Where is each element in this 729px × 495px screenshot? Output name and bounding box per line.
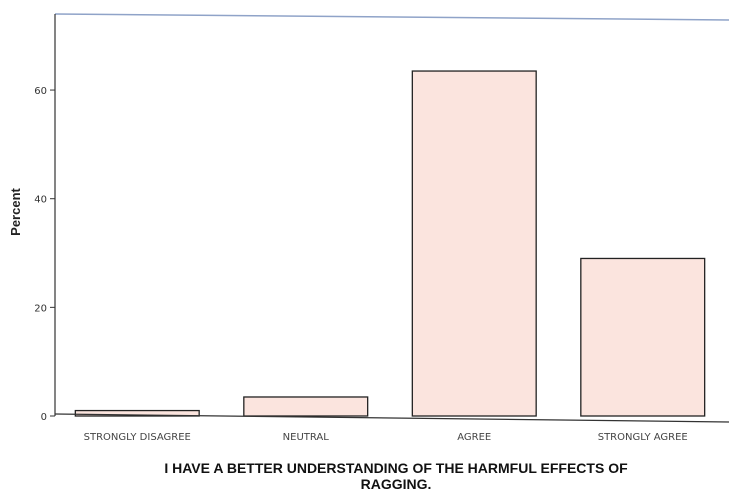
x-axis-label-line-2: RAGGING. (361, 476, 432, 492)
y-tick-label: 20 (34, 303, 47, 314)
x-axis-label-line-1: I HAVE A BETTER UNDERSTANDING OF THE HAR… (164, 460, 628, 476)
x-tick-label: NEUTRAL (283, 432, 330, 443)
y-tick-label: 0 (41, 412, 47, 423)
bar-strongly-agree (580, 257, 706, 417)
bar-strongly-disagree (74, 409, 200, 417)
x-tick-label: AGREE (457, 432, 491, 443)
plot-top-border (54, 13, 729, 21)
x-axis-line (54, 413, 729, 423)
x-tick-label: STRONGLY DISAGREE (84, 432, 191, 443)
bar-agree (411, 70, 537, 417)
bars-layer (74, 70, 706, 417)
bar-neutral (243, 396, 369, 417)
axes-layer: 0 20 40 60 STRONGLY DISAGREE NEUTRAL AGREE STRO… (34, 13, 729, 443)
x-tick-label: STRONGLY AGREE (598, 432, 688, 443)
y-tick-label: 40 (34, 195, 47, 206)
y-tick-label: 60 (34, 86, 47, 97)
labels-layer: Percent I HAVE A BETTER UNDERSTANDING OF… (8, 187, 628, 492)
y-axis-label: Percent (8, 187, 23, 235)
